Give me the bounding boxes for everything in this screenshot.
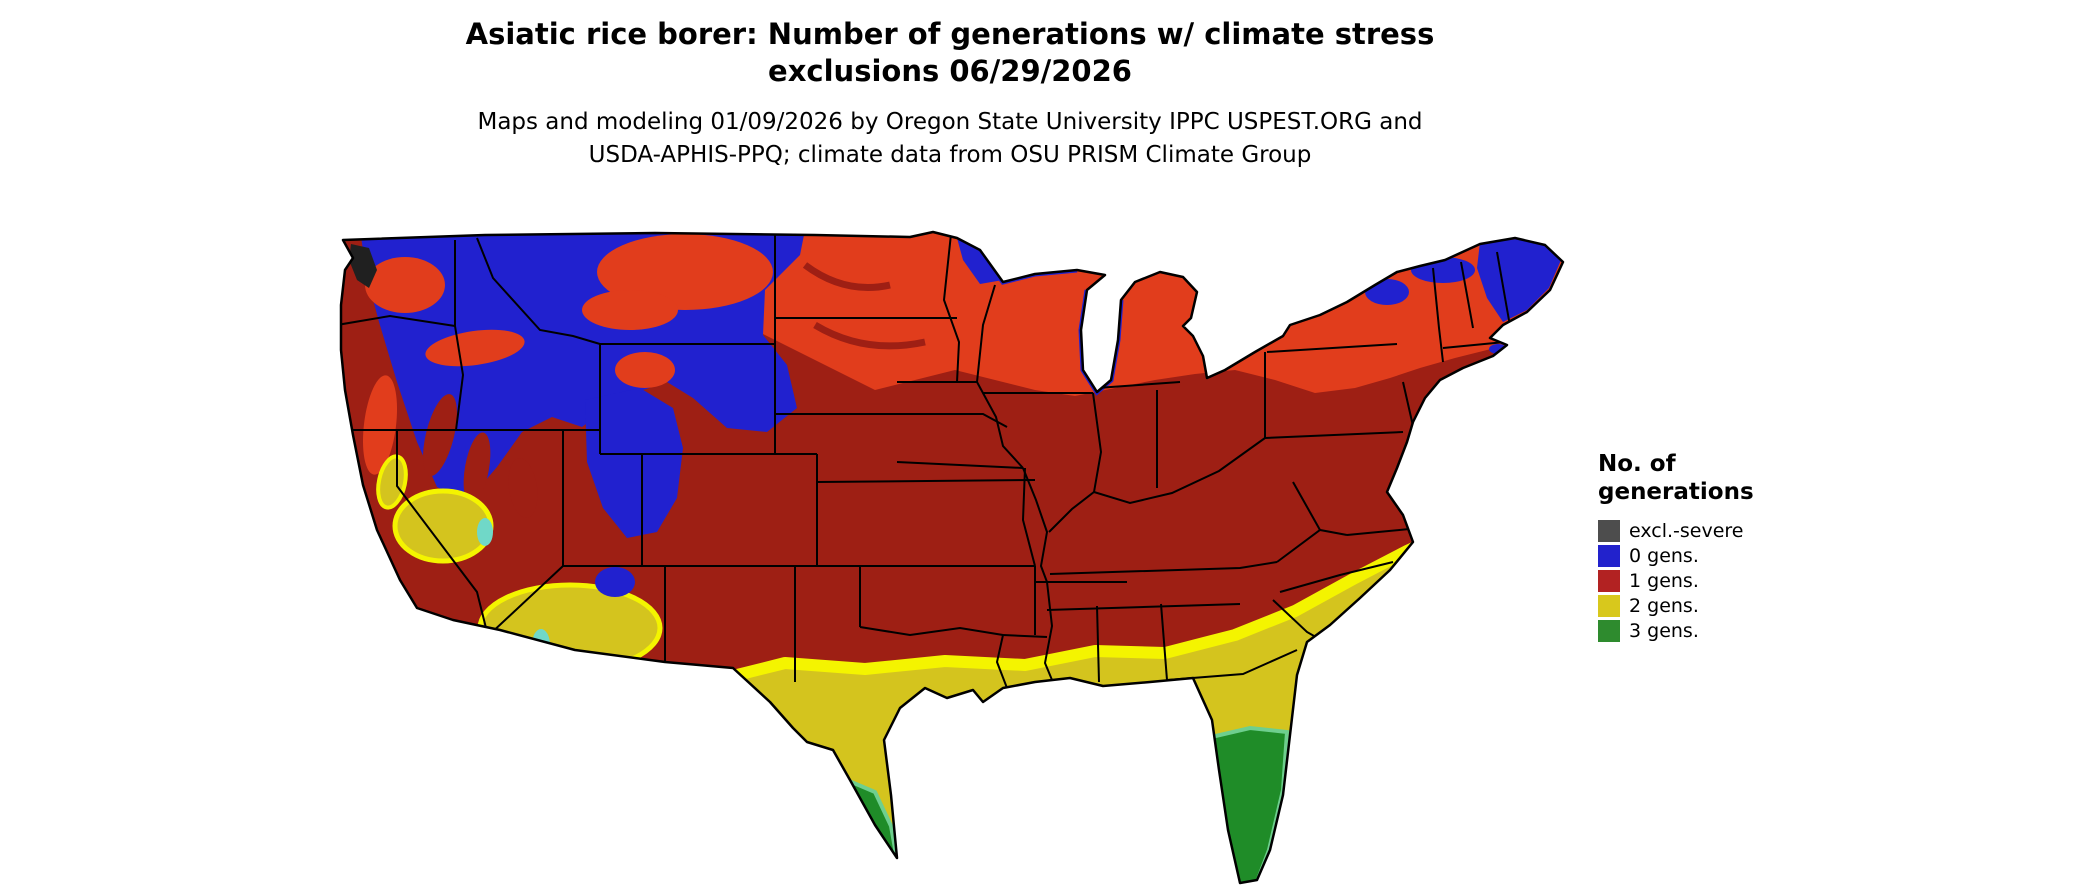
state-border-line	[1292, 481, 1321, 531]
state-border-line	[1160, 603, 1168, 681]
state-border-line	[896, 461, 1024, 469]
state-border-line	[1264, 431, 1404, 439]
state-border-line	[454, 325, 465, 431]
state-border-line	[859, 626, 1004, 637]
state-border-line	[1279, 561, 1394, 593]
figure-subtitle-line1: Maps and modeling 01/09/2026 by Oregon S…	[477, 109, 1423, 135]
legend-title-line1: No. of	[1598, 451, 1676, 477]
legend-swatch-2-gens	[1598, 594, 1620, 617]
state-border-line	[1496, 251, 1511, 327]
map-accent-teal-salton	[477, 518, 493, 546]
us-outline	[339, 230, 1565, 885]
map-region-blue-colorado-rockies	[585, 388, 683, 538]
map-region-orange-california-valley	[362, 375, 398, 475]
figure-header: Asiatic rice borer: Number of generation…	[0, 16, 1900, 172]
legend-row-3-gens: 3 gens.	[1598, 618, 1828, 643]
state-border-line	[1043, 581, 1058, 693]
state-border-line	[1002, 634, 1048, 638]
state-border-line	[1442, 341, 1506, 349]
state-border-line	[487, 565, 564, 637]
legend-swatch-3-gens	[1598, 619, 1620, 642]
map-streak-missouri-river-2	[813, 321, 926, 350]
state-border-line	[341, 314, 456, 327]
state-border-line	[1046, 603, 1241, 611]
state-border-line	[1096, 605, 1100, 683]
legend-row-excl-severe: excl.-severe	[1598, 518, 1828, 543]
map-region-blue-minnesota-arrowhead	[957, 238, 1003, 284]
map-region-excluded-puget-sound	[349, 244, 377, 288]
legend-label-2-gens: 2 gens.	[1629, 594, 1699, 617]
legend-items: excl.-severe 0 gens. 1 gens. 2 gens. 3 g…	[1598, 518, 1828, 643]
state-border-line	[1022, 467, 1049, 583]
legend-label-1-gens: 1 gens.	[1629, 569, 1699, 592]
map-boundary-bright-yellow	[689, 532, 1441, 691]
map-region-green-south-florida	[1204, 725, 1290, 883]
state-border-line	[1021, 467, 1036, 567]
map-region-orange-wyoming-basin	[615, 352, 675, 388]
legend-title-line2: generations	[1598, 479, 1754, 505]
map-region-red-nevada-basin-1	[423, 394, 457, 476]
state-border-line	[396, 430, 489, 637]
legend-swatch-0-gens	[1598, 544, 1620, 567]
map-region-blue-adirondacks	[1365, 279, 1409, 305]
state-border-line	[1092, 392, 1103, 493]
legend-swatch-excl-severe	[1598, 519, 1620, 542]
us-generations-map	[339, 230, 1565, 885]
map-streak-missouri-river-1	[802, 262, 891, 291]
figure-title-line2: exclusions 06/29/2026	[768, 54, 1132, 88]
legend-swatch-1-gens-fill	[1598, 569, 1620, 592]
legend-row-1-gens: 1 gens.	[1598, 568, 1828, 593]
legend-label-3-gens: 3 gens.	[1629, 619, 1699, 642]
state-border-line	[1432, 267, 1444, 363]
map-accent-teal-colorado-river	[532, 629, 550, 661]
figure-title-line1: Asiatic rice borer: Number of generation…	[465, 17, 1435, 51]
state-border-line	[976, 284, 996, 383]
state-border-line	[976, 381, 1024, 469]
state-border-line	[1048, 437, 1266, 533]
map-legend: No. of generations excl.-severe 0 gens. …	[1598, 450, 1828, 643]
state-border-line	[1460, 261, 1474, 329]
map-accent-teal-arizona	[590, 652, 604, 672]
map-region-red-nevada-basin-3	[508, 458, 538, 518]
map-region-blue-arizona-highlands	[595, 567, 635, 597]
map-region-red-nevada-basin-2	[463, 432, 491, 504]
legend-swatch-1-gens	[1598, 569, 1620, 592]
legend-swatch-3-gens-fill	[1598, 619, 1620, 642]
map-region-orange-montana-valleys	[582, 290, 678, 330]
state-border-line	[1096, 381, 1181, 389]
legend-swatch-excl-severe-fill	[1598, 519, 1620, 542]
map-region-orange-columbia-basin	[365, 257, 445, 313]
state-border-line	[476, 237, 601, 345]
state-border-line	[775, 413, 1008, 428]
state-border-line	[1402, 381, 1414, 427]
state-border-line	[816, 479, 1036, 483]
figure-subtitle-line2: USDA-APHIS-PPQ; climate data from OSU PR…	[588, 142, 1312, 168]
map-fill-layers	[341, 232, 1563, 883]
map-region-orange-snake-river-plain	[425, 329, 525, 367]
legend-row-0-gens: 0 gens.	[1598, 543, 1828, 568]
legend-row-2-gens: 2 gens.	[1598, 593, 1828, 618]
legend-swatch-2-gens-fill	[1598, 594, 1620, 617]
legend-label-0-gens: 0 gens.	[1629, 544, 1699, 567]
figure-subtitle: Maps and modeling 01/09/2026 by Oregon S…	[0, 106, 1900, 172]
state-border-line	[1266, 343, 1398, 353]
state-border-line	[942, 233, 961, 383]
legend-label-excl-severe: excl.-severe	[1629, 519, 1744, 542]
state-border-line	[995, 634, 1008, 689]
legend-swatch-0-gens-fill	[1598, 544, 1620, 567]
state-border-line	[1049, 561, 1278, 575]
